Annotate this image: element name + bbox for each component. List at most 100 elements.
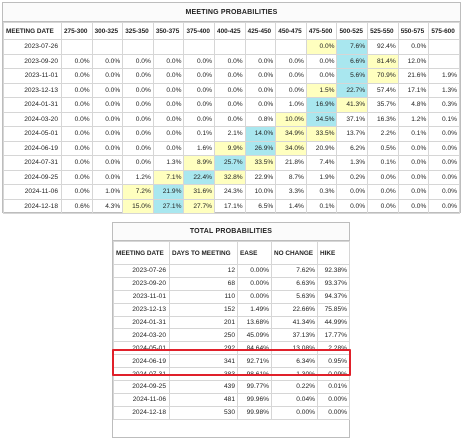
probability-cell: 0.1% — [367, 155, 399, 171]
probability-cell: 0.0% — [244, 97, 277, 113]
table-row: 2024-05-01 292 84.64% 13.08% 2.28% — [113, 341, 350, 356]
probability-cell: 6.6% — [336, 53, 369, 69]
ease-cell: 84.64% — [237, 341, 272, 356]
meeting-date-cell: 2023-12-13 — [3, 82, 62, 98]
no-change-cell: 22.66% — [271, 302, 318, 317]
probability-cell: 7.1% — [152, 169, 185, 185]
probability-cell: 0.0% — [275, 82, 307, 98]
ease-cell: 13.68% — [237, 315, 272, 330]
days-to-meeting-cell: 68 — [169, 276, 238, 291]
days-to-meeting-cell: 383 — [169, 367, 238, 382]
meeting-date-cell: 2024-03-20 — [113, 328, 170, 343]
meeting-date-cell: 2023-11-01 — [113, 289, 170, 304]
probability-cell: 24.3% — [214, 184, 246, 200]
no-change-cell: 6.34% — [271, 354, 318, 369]
meeting-date-cell: 2023-07-26 — [113, 264, 170, 278]
column-header-range: 500-525 — [336, 22, 369, 40]
probability-cell: 0.0% — [367, 169, 399, 185]
table-row: 2023-12-13 152 1.49% 22.66% 75.85% — [113, 302, 350, 317]
probability-cell: 0.0% — [61, 97, 93, 113]
probability-cell: 0.0% — [428, 140, 460, 156]
days-to-meeting-cell: 12 — [169, 264, 238, 278]
meeting-date-cell: 2024-09-25 — [113, 380, 170, 394]
probability-cell — [275, 39, 307, 55]
no-change-cell: 13.08% — [271, 341, 318, 356]
probability-cell: 0.0% — [61, 155, 93, 171]
probability-cell: 0.0% — [152, 82, 185, 98]
probability-cell: 8.7% — [275, 169, 307, 185]
probability-cell: 9.9% — [214, 140, 246, 156]
probability-cell: 37.1% — [336, 111, 369, 127]
probability-cell: 0.0% — [244, 68, 277, 84]
meeting-date-cell: 2024-05-01 — [113, 341, 170, 356]
no-change-cell: 41.34% — [271, 315, 318, 330]
probability-cell: 17.1% — [397, 82, 430, 98]
no-change-cell: 1.30% — [271, 367, 318, 382]
probability-cell: 0.0% — [397, 198, 430, 214]
table-row: 2024-01-31 201 13.68% 41.34% 44.99% — [113, 315, 350, 330]
probability-cell: 8.9% — [183, 155, 216, 171]
probability-cell: 33.5% — [305, 126, 338, 142]
probability-cell: 0.0% — [305, 68, 338, 84]
column-header-range: 450-475 — [275, 22, 307, 40]
column-header-hike: HIKE — [317, 241, 350, 265]
probability-cell: 57.4% — [367, 82, 399, 98]
column-header-range: 575-600 — [428, 22, 460, 40]
column-header-range: 375-400 — [183, 22, 216, 40]
meeting-date-cell: 2024-11-06 — [3, 184, 62, 200]
table-row: 2024-03-20 250 45.09% 37.13% 17.77% — [113, 328, 350, 343]
probability-cell: 7.4% — [305, 155, 338, 171]
meeting-date-cell: 2024-03-20 — [3, 111, 62, 127]
days-to-meeting-cell: 341 — [169, 354, 238, 369]
meeting-date-cell: 2023-09-20 — [3, 53, 62, 69]
probability-cell: 6.2% — [336, 140, 369, 156]
hike-cell: 75.85% — [317, 302, 350, 317]
probability-cell: 10.0% — [275, 111, 307, 127]
days-to-meeting-cell: 530 — [169, 405, 238, 420]
column-header-range: 350-375 — [152, 22, 185, 40]
probability-cell: 34.5% — [305, 111, 338, 127]
probability-cell: 0.0% — [367, 198, 399, 214]
probability-cell: 0.0% — [214, 82, 246, 98]
meeting-date-cell: 2024-01-31 — [113, 315, 170, 330]
probability-cell: 0.0% — [61, 140, 93, 156]
ease-cell: 98.61% — [237, 367, 272, 382]
probability-cell: 0.0% — [336, 184, 369, 200]
meeting-probabilities-panel: MEETING PROBABILITIES MEETING DATE 275-30… — [2, 2, 461, 214]
table-row: 2024-12-18 0.6% 4.3% 15.0% 27.1% 27.7% 17.1% 6.… — [3, 198, 460, 214]
no-change-cell: 0.22% — [271, 380, 318, 394]
ease-cell: 1.49% — [237, 302, 272, 317]
probability-cell: 0.0% — [183, 53, 216, 69]
probability-cell: 1.6% — [183, 140, 216, 156]
probability-cell: 0.0% — [214, 97, 246, 113]
column-header-meeting-date: MEETING DATE — [113, 241, 170, 265]
probability-cell: 0.0% — [428, 126, 460, 142]
column-header-range: 275-300 — [61, 22, 93, 40]
probability-cell: 0.0% — [61, 68, 93, 84]
column-header-ease: EASE — [237, 241, 272, 265]
table-row: 2023-07-26 0.0% 7.6% 92.4% 0.0% — [3, 39, 460, 55]
table-row: 2024-12-18 530 99.98% 0.00% 0.00% — [113, 405, 350, 420]
probability-cell: 0.6% — [61, 198, 93, 214]
probability-cell: 0.0% — [152, 53, 185, 69]
meeting-date-cell: 2024-07-31 — [3, 155, 62, 171]
probability-cell: 1.9% — [305, 169, 338, 185]
ease-cell: 0.00% — [237, 289, 272, 304]
probability-cell: 0.0% — [122, 155, 154, 171]
ease-cell: 45.09% — [237, 328, 272, 343]
meeting-date-cell: 2023-12-13 — [113, 302, 170, 317]
table-row: 2023-11-01 110 0.00% 5.63% 94.37% — [113, 289, 350, 304]
total-probabilities-title: TOTAL PROBABILITIES — [113, 223, 349, 241]
probability-cell: 1.0% — [91, 184, 124, 200]
probability-cell: 0.0% — [275, 68, 307, 84]
probability-cell: 4.3% — [91, 198, 124, 214]
meeting-date-cell: 2024-06-19 — [3, 140, 62, 156]
probability-cell: 0.0% — [397, 39, 430, 55]
probability-cell: 25.7% — [214, 155, 246, 171]
table-row: 2024-07-31 383 98.61% 1.30% 0.09% — [113, 367, 350, 382]
probability-cell: 0.0% — [122, 68, 154, 84]
probability-cell — [122, 39, 154, 55]
probability-cell: 10.0% — [244, 184, 277, 200]
no-change-cell: 37.13% — [271, 328, 318, 343]
probability-cell: 0.0% — [91, 68, 124, 84]
